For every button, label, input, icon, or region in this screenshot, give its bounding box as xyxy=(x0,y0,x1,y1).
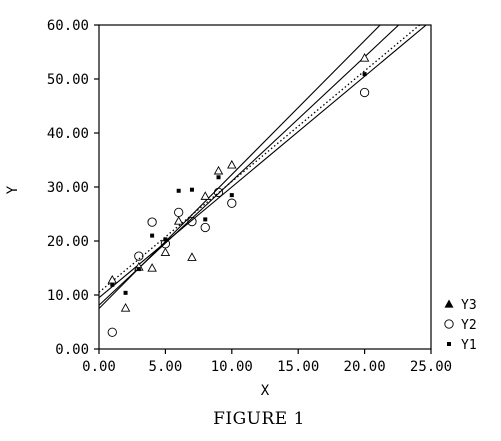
plot-frame xyxy=(98,24,432,350)
y3-point xyxy=(213,165,224,175)
y2-point xyxy=(200,222,210,233)
y1-point xyxy=(362,72,367,77)
y2-point xyxy=(134,251,144,261)
y2-point xyxy=(107,327,117,337)
y3-point xyxy=(200,191,211,200)
figure-caption: FIGURE 1 xyxy=(213,409,305,429)
legend-marker-y1 xyxy=(447,342,451,346)
y-tick-label: 20.00 xyxy=(47,234,89,250)
y1-point xyxy=(216,175,221,180)
y3-point xyxy=(120,303,131,312)
x-tick-label: 10.00 xyxy=(211,359,253,375)
legend: Y3 Y2 Y1 xyxy=(444,298,477,353)
y1-point xyxy=(163,237,168,242)
legend-label-y3: Y3 xyxy=(461,298,477,313)
y-tick-label: 60.00 xyxy=(47,18,89,34)
x-axis-title: X xyxy=(261,383,270,399)
y1-fit-line xyxy=(99,25,421,293)
y1-point xyxy=(203,217,208,222)
x-tick-label: 20.00 xyxy=(344,359,386,375)
y3-point xyxy=(227,159,237,169)
legend-marker-y3 xyxy=(444,299,454,308)
legend-label-y2: Y2 xyxy=(461,318,477,333)
y2-point xyxy=(227,198,237,208)
y-tick-label: 10.00 xyxy=(47,288,89,304)
x-tick-label: 15.00 xyxy=(277,359,319,375)
y1-point xyxy=(123,290,128,295)
y-axis: 0.00 10.00 20.00 30.00 40.00 50.00 60.00 xyxy=(47,18,99,358)
y3-point xyxy=(147,263,157,272)
y2-point xyxy=(174,207,184,218)
y3-point xyxy=(359,53,370,62)
x-tick-label: 5.00 xyxy=(149,359,183,375)
y3-fit-line xyxy=(99,25,400,306)
y1-point xyxy=(229,193,234,198)
legend-marker-y2 xyxy=(444,319,454,329)
x-tick-label: 0.00 xyxy=(82,359,116,375)
y1-point xyxy=(110,282,115,287)
y3-point xyxy=(187,252,197,261)
y2-point xyxy=(147,217,157,227)
y2-point xyxy=(187,216,197,227)
y-tick-label: 30.00 xyxy=(47,180,89,196)
x-tick-label: 25.00 xyxy=(410,359,452,375)
y1-point xyxy=(136,267,141,272)
x-axis: 0.00 5.00 10.00 15.00 20.00 25.00 xyxy=(82,349,452,375)
y3-point xyxy=(173,216,184,225)
y-tick-label: 40.00 xyxy=(47,126,89,142)
fit-lines xyxy=(99,25,428,309)
y2-point xyxy=(359,87,370,98)
plot-area xyxy=(98,24,432,350)
y1-point xyxy=(150,233,155,238)
y-axis-title: Y xyxy=(5,185,21,194)
legend-label-y1: Y1 xyxy=(461,338,477,353)
y1-point xyxy=(189,187,194,192)
extra-fit-line-1 xyxy=(99,25,381,309)
y2-point xyxy=(213,187,224,198)
y3-point xyxy=(160,247,171,256)
y-tick-label: 50.00 xyxy=(47,72,89,88)
data-markers xyxy=(107,53,370,337)
y-tick-label: 0.00 xyxy=(55,342,89,358)
y2-fit-line xyxy=(99,25,428,299)
y1-point xyxy=(176,188,181,193)
